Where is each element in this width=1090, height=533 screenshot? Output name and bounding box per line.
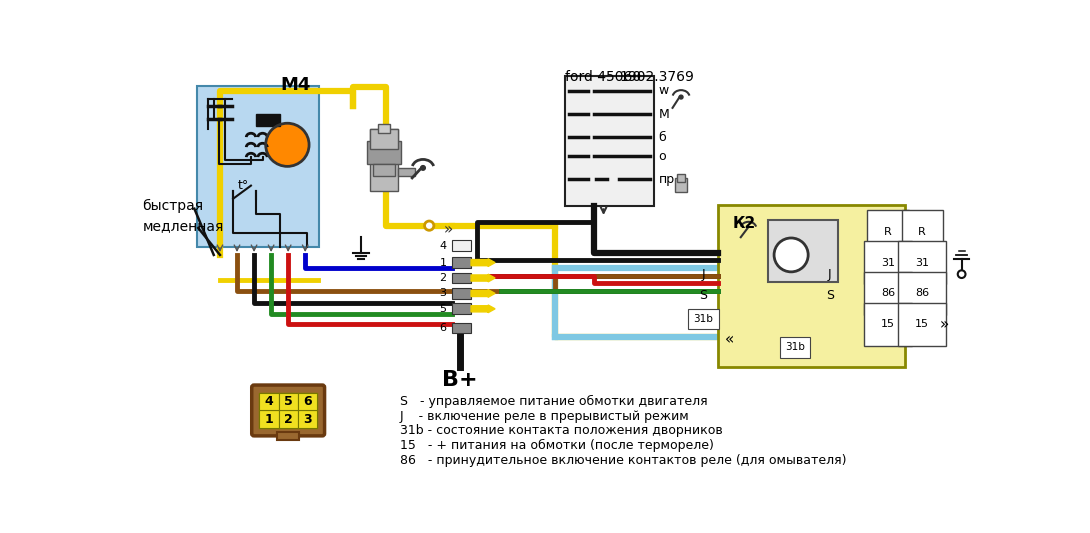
Text: М: М	[658, 108, 669, 120]
Text: К2: К2	[732, 216, 756, 231]
Text: J: J	[702, 268, 705, 281]
Bar	[565, 76, 654, 206]
Text: 1: 1	[265, 413, 274, 426]
Text: S: S	[826, 289, 834, 302]
Circle shape	[266, 123, 310, 166]
Text: J    - включение реле в прерывистый режим: J - включение реле в прерывистый режим	[400, 410, 690, 423]
Text: быстрая: быстрая	[143, 199, 204, 213]
Text: ford 45060: ford 45060	[565, 70, 641, 84]
Text: 5: 5	[439, 304, 447, 314]
Bar	[677, 174, 685, 182]
Text: w: w	[658, 84, 669, 98]
Circle shape	[679, 95, 683, 99]
Text: 3: 3	[303, 413, 312, 426]
Text: 15: 15	[881, 319, 895, 329]
FancyArrow shape	[471, 259, 495, 266]
Bar	[452, 303, 471, 314]
Bar	[256, 114, 280, 126]
Text: 86   - принудительное включение контактов реле (для омывателя): 86 - принудительное включение контактов …	[400, 454, 846, 466]
Bar	[398, 168, 415, 175]
Text: »: »	[444, 222, 453, 237]
Text: о: о	[658, 150, 666, 163]
Text: 1902.3769: 1902.3769	[619, 70, 694, 84]
Circle shape	[424, 221, 434, 230]
Bar	[452, 257, 471, 268]
Text: 1: 1	[439, 257, 447, 268]
Text: 31b - состояние контакта положения дворников: 31b - состояние контакта положения дворн…	[400, 424, 723, 437]
Text: б: б	[658, 131, 666, 143]
Bar	[279, 410, 298, 428]
Bar	[452, 273, 471, 284]
Bar	[371, 130, 398, 191]
Text: t°: t°	[238, 179, 249, 192]
Text: 2: 2	[439, 273, 447, 283]
Text: пр: пр	[658, 173, 675, 186]
Text: S: S	[700, 289, 707, 302]
Bar	[452, 322, 471, 334]
Bar	[675, 178, 688, 192]
FancyArrow shape	[471, 305, 495, 313]
Text: М4: М4	[280, 76, 311, 93]
Text: 86: 86	[881, 288, 895, 298]
Text: 6: 6	[303, 395, 312, 408]
Bar	[374, 164, 395, 175]
Bar	[378, 124, 390, 133]
Text: J: J	[828, 268, 832, 281]
Text: 86: 86	[915, 288, 929, 298]
Text: «: «	[725, 332, 734, 347]
Text: 3: 3	[439, 288, 447, 298]
Bar	[259, 393, 317, 428]
FancyArrow shape	[471, 289, 495, 297]
Text: 5: 5	[283, 395, 292, 408]
Bar	[452, 288, 471, 299]
Bar	[196, 85, 319, 247]
Text: медленная: медленная	[143, 219, 223, 233]
Text: R: R	[918, 227, 926, 237]
Text: 15: 15	[916, 319, 929, 329]
Bar	[259, 410, 279, 428]
Circle shape	[421, 166, 425, 170]
Text: 4: 4	[265, 395, 274, 408]
Bar	[277, 432, 299, 440]
Bar	[371, 130, 398, 149]
Bar	[298, 393, 317, 410]
Text: 2: 2	[283, 413, 292, 426]
Bar	[259, 393, 279, 410]
Bar	[717, 205, 905, 367]
Text: R: R	[884, 227, 892, 237]
Text: 31b: 31b	[785, 342, 804, 352]
Text: 6: 6	[439, 323, 447, 333]
Text: 31: 31	[916, 257, 929, 268]
Text: 15   - + питания на обмотки (после термореле): 15 - + питания на обмотки (после терморе…	[400, 439, 714, 452]
Text: 31: 31	[881, 257, 895, 268]
Text: B+: B+	[443, 370, 479, 390]
FancyBboxPatch shape	[252, 385, 325, 436]
Text: 4: 4	[439, 241, 447, 251]
Bar	[452, 240, 471, 251]
Text: S   - управляемое питание обмотки двигателя: S - управляемое питание обмотки двигател…	[400, 395, 707, 408]
Text: 31b: 31b	[693, 314, 714, 324]
Circle shape	[774, 238, 808, 272]
FancyArrow shape	[471, 274, 495, 282]
Text: »: »	[940, 317, 948, 332]
Bar	[298, 410, 317, 428]
Bar	[279, 393, 298, 410]
Bar	[367, 141, 401, 164]
Bar	[767, 220, 837, 282]
